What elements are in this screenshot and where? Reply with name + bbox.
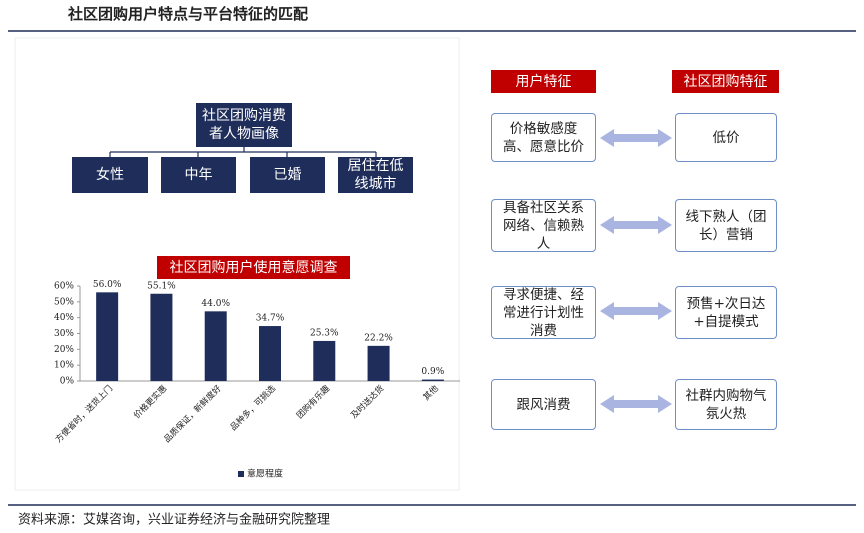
x-tick-label: 价格更实惠	[131, 383, 169, 421]
x-tick-label: 及时送达货	[349, 383, 387, 421]
bar	[313, 340, 336, 381]
tree-child: 居住在低线城市	[338, 157, 413, 193]
chart-title: 社区团购用户使用意愿调查	[157, 256, 350, 279]
platform-trait: 社群内购物气氛火热	[675, 379, 777, 430]
tree-connectors	[109, 147, 377, 157]
value-label: 55.1%	[147, 281, 176, 291]
user-trait: 具备社区关系网络、信赖熟人	[491, 199, 596, 252]
y-tick-label: 20%	[54, 345, 74, 355]
platform-trait: 线下熟人（团长）营销	[675, 199, 777, 252]
value-label: 56.0%	[93, 280, 122, 290]
y-tick-label: 40%	[54, 313, 74, 323]
column-header: 用户特征	[491, 70, 596, 93]
bar	[150, 293, 173, 381]
platform-trait: 低价	[675, 113, 777, 162]
column-header: 社区团购特征	[672, 70, 779, 93]
tree-child: 女性	[72, 157, 148, 193]
x-tick-label: 品种多，可挑选	[228, 383, 278, 433]
value-label: 34.7%	[256, 314, 285, 324]
y-tick-label: 60%	[54, 282, 74, 292]
user-trait: 跟风消费	[491, 379, 596, 430]
user-trait: 价格敏感度高、愿意比价	[491, 113, 596, 162]
bar	[96, 292, 119, 381]
x-tick-label: 团购有乐趣	[294, 383, 332, 421]
tree-child: 已婚	[250, 157, 325, 193]
legend-label: 意愿程度	[247, 468, 283, 480]
value-label: 22.2%	[364, 333, 393, 343]
x-tick-label: 品质保证，新鲜度好	[162, 383, 224, 445]
y-tick-label: 10%	[54, 361, 74, 371]
bar	[204, 311, 227, 381]
source-note: 资料来源：艾媒咨询，兴业证券经济与金融研究院整理	[18, 512, 330, 528]
page-title: 社区团购用户特点与平台特征的匹配	[67, 5, 308, 23]
user-trait: 寻求便捷、经常进行计划性消费	[491, 286, 596, 339]
y-tick-label: 0%	[60, 377, 75, 387]
tree-root: 社区团购消费者人物画像	[196, 103, 292, 147]
bar	[259, 326, 281, 381]
bar	[367, 345, 390, 381]
value-label: 44.0%	[201, 299, 230, 309]
legend-swatch	[238, 471, 244, 477]
platform-trait: 预售+次日达+自提模式	[675, 286, 777, 339]
bar	[421, 379, 444, 381]
left-panel	[14, 37, 460, 491]
tree-child: 中年	[161, 157, 236, 193]
x-tick-label: 其他	[421, 383, 441, 403]
double-arrows	[600, 129, 672, 413]
x-tick-label: 方便省时，送货上门	[53, 383, 115, 445]
value-label: 0.9%	[421, 367, 444, 377]
value-label: 25.3%	[310, 328, 339, 338]
y-tick-label: 30%	[54, 329, 74, 339]
y-tick-label: 50%	[54, 297, 74, 307]
